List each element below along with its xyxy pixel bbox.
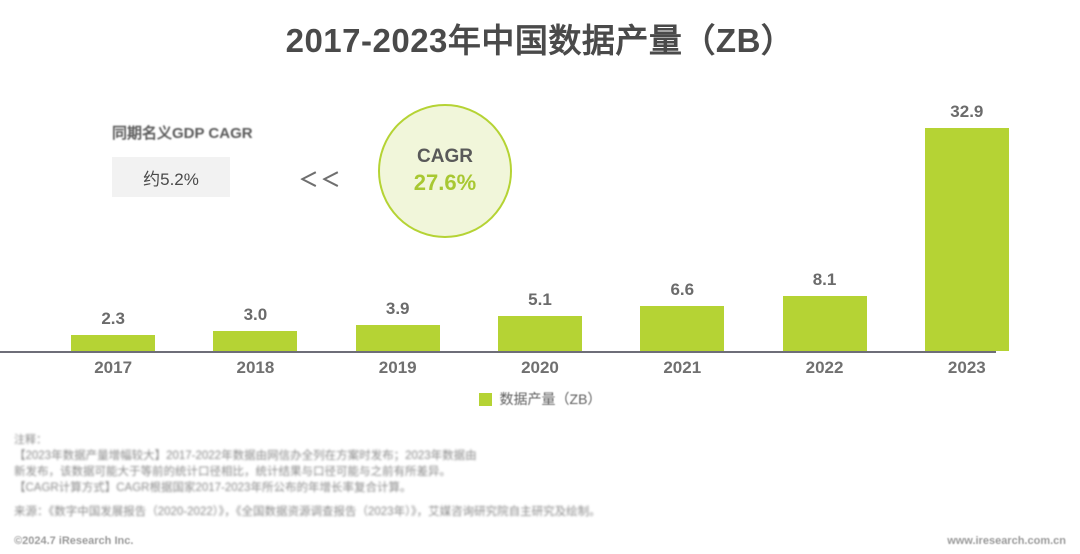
gdp-cagr-value: 约5.2% xyxy=(143,169,199,189)
footnote-line-3: 【CAGR计算方式】CAGR根据国家2017-2023年所公布的年增长率复合计算… xyxy=(14,482,412,494)
cagr-circle-label: CAGR xyxy=(417,146,473,168)
bar-value-label: 3.0 xyxy=(243,304,268,324)
x-tick-label: 2018 xyxy=(236,358,275,377)
x-tick-labels: 2017 2018 2019 2020 2021 2022 2023 xyxy=(42,358,1038,378)
gdp-cagr-value-box: 约5.2% xyxy=(112,157,230,197)
page-title: 2017-2023年中国数据产量（ZB） xyxy=(285,22,795,59)
footnote-heading: 注释： xyxy=(14,434,47,446)
bar[interactable] xyxy=(71,335,156,351)
x-tick-label: 2022 xyxy=(805,358,844,377)
cagr-circle-value: 27.6% xyxy=(413,170,477,196)
website-url[interactable]: www.iresearch.com.cn xyxy=(947,535,1066,547)
bar-slot: 5.1 xyxy=(469,100,611,351)
footer-bar: ©2024.7 iResearch Inc. www.iresearch.com… xyxy=(0,528,1080,554)
x-tick-label: 2017 xyxy=(94,358,133,377)
bar[interactable] xyxy=(924,127,1009,351)
bar-slot: 8.1 xyxy=(753,100,895,351)
gdp-cagr-annotation: 同期名义GDP CAGR 约5.2% xyxy=(112,122,322,197)
bar-slot: 3.9 xyxy=(327,100,469,351)
bar[interactable] xyxy=(355,324,440,351)
gdp-cagr-label: 同期名义GDP CAGR xyxy=(112,125,253,142)
legend-swatch-icon xyxy=(478,392,492,406)
bar[interactable] xyxy=(640,306,725,351)
chart-legend: 数据产量（ZB） xyxy=(0,389,1080,409)
x-tick-label: 2020 xyxy=(521,358,559,377)
bar-value-label: 2.3 xyxy=(101,309,125,329)
bar-group: 2.3 3.0 3.9 5.1 6.6 8.1 32.9 xyxy=(42,100,1038,351)
bar-value-label: 6.6 xyxy=(670,280,695,300)
footnote-block: 注释： 【2023年数据产量增幅较大】2017-2022年数据由网信办全列在方案… xyxy=(14,432,1064,520)
bar-slot: 3.0 xyxy=(184,100,326,351)
bar[interactable] xyxy=(497,316,582,351)
bar-value-label: 32.9 xyxy=(950,101,984,121)
footnote-line-1: 【2023年数据产量增幅较大】2017-2022年数据由网信办全列在方案时发布；… xyxy=(14,450,477,462)
footnote-line-2: 新发布，该数据可能大于等前的统计口径相比，统计结果与口径可能与之前有所差异。 xyxy=(14,466,451,478)
bar[interactable] xyxy=(213,330,298,351)
bar-slot: 6.6 xyxy=(611,100,753,351)
bar-value-label: 8.1 xyxy=(812,270,837,290)
x-tick-label: 2023 xyxy=(947,358,986,377)
x-tick-label: 2019 xyxy=(378,358,417,377)
bar[interactable] xyxy=(782,296,867,351)
bar-value-label: 5.1 xyxy=(528,290,552,310)
cagr-highlight-circle: CAGR 27.6% xyxy=(378,104,512,238)
much-less-than-icon: ＜＜ xyxy=(299,170,344,191)
bar-slot: 32.9 xyxy=(896,100,1038,351)
plot-area: 2.3 3.0 3.9 5.1 6.6 8.1 32.9 xyxy=(42,100,1038,351)
copyright-text: ©2024.7 iResearch Inc. xyxy=(14,535,134,547)
bar-value-label: 3.9 xyxy=(385,298,410,318)
footnote-source: 来源：《数字中国发展报告（2020-2022）》，《全国数据资源调查报告（202… xyxy=(14,506,601,518)
bar-slot: 2.3 xyxy=(42,100,184,351)
legend-item-label: 数据产量（ZB） xyxy=(499,391,602,407)
x-tick-label: 2021 xyxy=(663,358,702,377)
x-axis-line xyxy=(0,351,996,353)
